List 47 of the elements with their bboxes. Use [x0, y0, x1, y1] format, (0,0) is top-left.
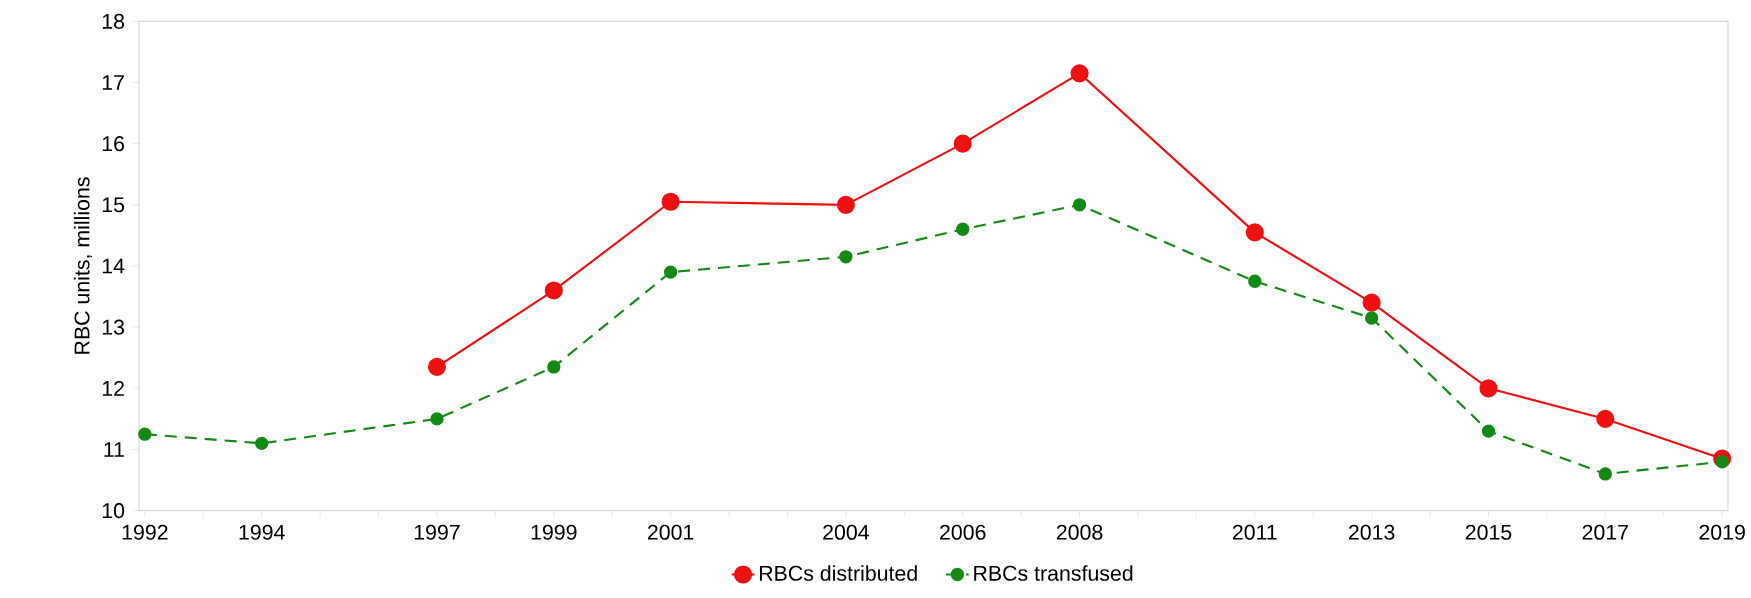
x-tick-label: 2017: [1582, 524, 1628, 540]
point: [547, 360, 561, 374]
y-tick-label: 12: [102, 380, 124, 396]
x-tick-label: 1997: [414, 524, 460, 540]
y-tick-label: 16: [102, 136, 125, 152]
point: [427, 357, 447, 376]
point: [663, 265, 678, 279]
x-tick-label: 2001: [647, 524, 694, 540]
x-tick-label: 2019: [1699, 524, 1745, 540]
point: [1248, 274, 1262, 288]
point: [138, 427, 152, 441]
point: [953, 134, 972, 153]
legend-label: RBCs transfused: [974, 565, 1133, 581]
point: [1598, 467, 1612, 481]
point: [1245, 223, 1264, 242]
x-tick-label: 2013: [1348, 524, 1395, 540]
y-tick-label: 14: [102, 258, 125, 274]
point: [956, 222, 970, 236]
y-tick-label: 11: [104, 442, 124, 457]
point: [255, 436, 269, 451]
y-tick-label: 15: [102, 197, 125, 213]
x-tick-label: 2004: [823, 524, 869, 540]
point: [1364, 311, 1379, 325]
point: [1481, 424, 1496, 438]
x-tick-label: 1992: [122, 524, 168, 540]
y-tick-label: 17: [102, 75, 124, 90]
point: [1479, 379, 1498, 398]
point: [1072, 198, 1087, 212]
y-tick-label: 10: [102, 503, 125, 519]
point: [836, 195, 855, 214]
point: [1070, 64, 1089, 83]
x-tick-label: 2006: [940, 524, 986, 540]
x-tick-label: 2015: [1465, 524, 1512, 540]
legend-label: RBCs distributed: [759, 565, 917, 581]
x-tick-label: 1994: [239, 524, 285, 540]
point: [661, 192, 680, 211]
x-tick-label: 2008: [1056, 524, 1103, 540]
point: [1362, 293, 1381, 312]
y-tick-label: 13: [102, 319, 125, 335]
y-axis-title: RBC units, millions: [73, 177, 93, 354]
point: [544, 281, 563, 300]
point: [839, 250, 853, 264]
x-tick-label: 1999: [531, 524, 577, 540]
x-tick-label: 2011: [1232, 524, 1277, 540]
point: [430, 412, 444, 426]
point: [1596, 409, 1615, 428]
y-tick-label: 18: [102, 13, 125, 29]
